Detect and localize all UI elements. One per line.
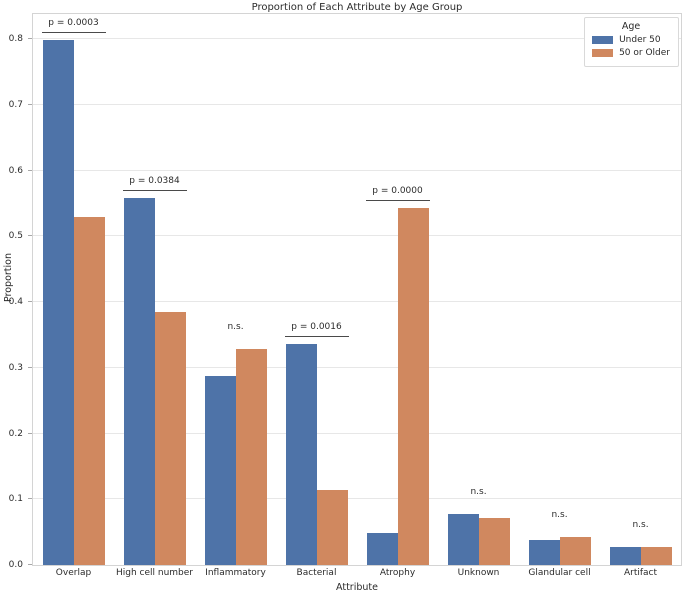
- annotation-text: p = 0.0000: [372, 185, 423, 196]
- gridline-0.5: [33, 235, 681, 237]
- bar-unknown-under-50: [447, 514, 479, 565]
- y-tick-mark: [28, 498, 32, 500]
- y-tick-label: 0.4: [8, 297, 23, 307]
- x-tick-label-bacterial: Bacterial: [296, 568, 337, 578]
- bar-bacterial-under-50: [285, 344, 317, 565]
- y-tick-mark: [28, 564, 32, 565]
- x-tick-label-overlap: Overlap: [55, 568, 92, 578]
- legend-title: Age: [621, 21, 641, 32]
- significance-annotation-high-cell-number: p = 0.0384: [122, 176, 187, 192]
- y-tick-mark: [28, 169, 32, 171]
- y-tick-mark: [28, 38, 32, 39]
- bar-overlap-under-50: [42, 40, 74, 565]
- y-tick-label: 0.2: [8, 428, 23, 439]
- significance-annotation-inflammatory: n.s.: [227, 322, 243, 333]
- gridline-0.8: [33, 38, 681, 39]
- gridline-0.6: [33, 169, 681, 171]
- x-tick-label-unknown: Unknown: [457, 568, 500, 578]
- y-tick-label: 0.6: [8, 165, 23, 176]
- annotation-text: n.s.: [551, 509, 568, 520]
- y-tick-label: 0.5: [8, 231, 23, 242]
- bar-atrophy-under-50: [366, 532, 398, 565]
- significance-annotation-unknown: n.s.: [470, 487, 486, 498]
- annotation-text: p = 0.0003: [48, 18, 99, 29]
- bar-high-cell-number-50-or-older: [154, 311, 186, 565]
- annotation-text: n.s.: [470, 487, 487, 498]
- bar-group-bacterial: p = 0.0016: [276, 14, 357, 565]
- annotation-text: p = 0.0016: [291, 322, 342, 333]
- annotation-text: p = 0.0384: [129, 176, 180, 187]
- y-tick-mark: [28, 432, 32, 434]
- bar-inflammatory-50-or-older: [235, 348, 267, 565]
- significance-annotation-overlap: p = 0.0003: [41, 18, 106, 34]
- legend-swatch-50-or-older: [592, 49, 614, 57]
- gridline-0.2: [33, 432, 681, 434]
- x-tick-label-artifact: Artifact: [623, 568, 658, 578]
- bar-group-high-cell-number: p = 0.0384: [114, 14, 195, 565]
- plot-area: p = 0.0003 p = 0.0384 n.s. p = 0.0016 p = 0.…: [32, 13, 682, 566]
- legend-items: Under 50 50 or Older: [592, 35, 670, 58]
- legend-label: 50 or Older: [619, 48, 670, 58]
- y-tick-label: 0.1: [8, 494, 23, 505]
- gridline-0.3: [33, 366, 681, 368]
- gridline-0.4: [33, 301, 681, 302]
- bar-bacterial-50-or-older: [316, 490, 348, 565]
- y-tick-label: 0.0: [8, 560, 23, 570]
- y-tick-label: 0.7: [8, 99, 23, 110]
- y-axis: 0.0 0.1 0.2 0.3 0.4 0.5 0.6 0.7 0.8: [0, 14, 32, 570]
- y-tick-mark: [28, 103, 32, 105]
- bar-group-atrophy: p = 0.0000: [357, 14, 438, 565]
- bar-artifact-under-50: [609, 546, 641, 565]
- significance-annotation-bacterial: p = 0.0016: [284, 322, 349, 338]
- legend: Age Under 50 50 or Older: [584, 17, 679, 67]
- annotation-line: [365, 199, 430, 201]
- y-tick-mark: [28, 235, 32, 237]
- y-tick-label: 0.3: [8, 362, 23, 373]
- significance-annotation-atrophy: p = 0.0000: [365, 185, 430, 201]
- annotation-line: [41, 32, 106, 34]
- x-axis: Overlap High cell number Inflammatory Bacte…: [33, 568, 681, 578]
- x-tick-label-high-cell-number: High cell number: [115, 568, 194, 578]
- bar-glandular-cell-50-or-older: [559, 536, 591, 565]
- bar-atrophy-50-or-older: [397, 207, 429, 565]
- significance-annotation-glandular-cell: n.s.: [551, 510, 567, 521]
- bar-unknown-50-or-older: [478, 518, 510, 565]
- x-tick-label-glandular-cell: Glandular cell: [528, 568, 591, 578]
- annotation-text: n.s.: [632, 519, 649, 530]
- annotation-line: [284, 336, 349, 338]
- gridline-0.7: [33, 103, 681, 105]
- chart-title: Proportion of Each Attribute by Age Grou…: [251, 2, 463, 13]
- y-tick-mark: [28, 301, 32, 302]
- gridline-0.1: [33, 498, 681, 500]
- bar-group-unknown: n.s.: [438, 14, 519, 565]
- x-tick-label-inflammatory: Inflammatory: [205, 568, 266, 578]
- bar-glandular-cell-under-50: [528, 540, 560, 565]
- annotation-text: n.s.: [227, 321, 244, 332]
- bar-artifact-50-or-older: [640, 546, 672, 565]
- annotation-line: [122, 190, 187, 192]
- legend-item-under-50: Under 50: [592, 35, 670, 45]
- legend-label: Under 50: [619, 35, 661, 45]
- legend-swatch-under-50: [592, 36, 614, 44]
- y-tick-label: 0.8: [8, 34, 23, 44]
- significance-annotation-artifact: n.s.: [632, 520, 648, 531]
- bar-groups: p = 0.0003 p = 0.0384 n.s. p = 0.0016 p = 0.…: [33, 14, 681, 565]
- bar-group-overlap: p = 0.0003: [33, 14, 114, 565]
- bar-high-cell-number-under-50: [123, 198, 155, 565]
- legend-item-50-or-older: 50 or Older: [592, 48, 670, 58]
- bar-group-glandular-cell: n.s.: [519, 14, 600, 565]
- bar-inflammatory-under-50: [204, 375, 236, 565]
- bar-group-inflammatory: n.s.: [195, 14, 276, 565]
- x-tick-label-atrophy: Atrophy: [379, 568, 416, 578]
- x-axis-label: Attribute: [336, 582, 378, 593]
- bar-overlap-50-or-older: [73, 217, 105, 565]
- bar-group-artifact: n.s.: [600, 14, 681, 565]
- y-tick-mark: [28, 366, 32, 368]
